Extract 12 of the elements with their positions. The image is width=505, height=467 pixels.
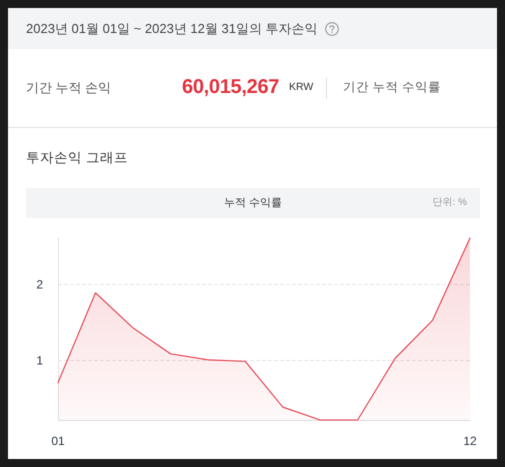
x-tick-label: 01 bbox=[51, 434, 65, 448]
text: 기간 누적 수익률 bbox=[343, 79, 441, 96]
chart-title: 2023년 01월 01일 ~ 2023년 12월 31일의 투자손익 bbox=[26, 20, 318, 37]
y-tick-label: 2 bbox=[36, 277, 44, 292]
x-tick-label: 12 bbox=[463, 434, 477, 448]
text: 투자손익 그래프 bbox=[26, 149, 128, 166]
text: 기간 누적 손익 bbox=[26, 79, 112, 96]
text: KRW bbox=[289, 81, 314, 93]
text: 단위: % bbox=[432, 196, 467, 210]
text: 60,015,267 bbox=[182, 75, 280, 99]
text: 누적 수익률 bbox=[224, 197, 282, 209]
y-tick-label: 1 bbox=[36, 354, 44, 368]
